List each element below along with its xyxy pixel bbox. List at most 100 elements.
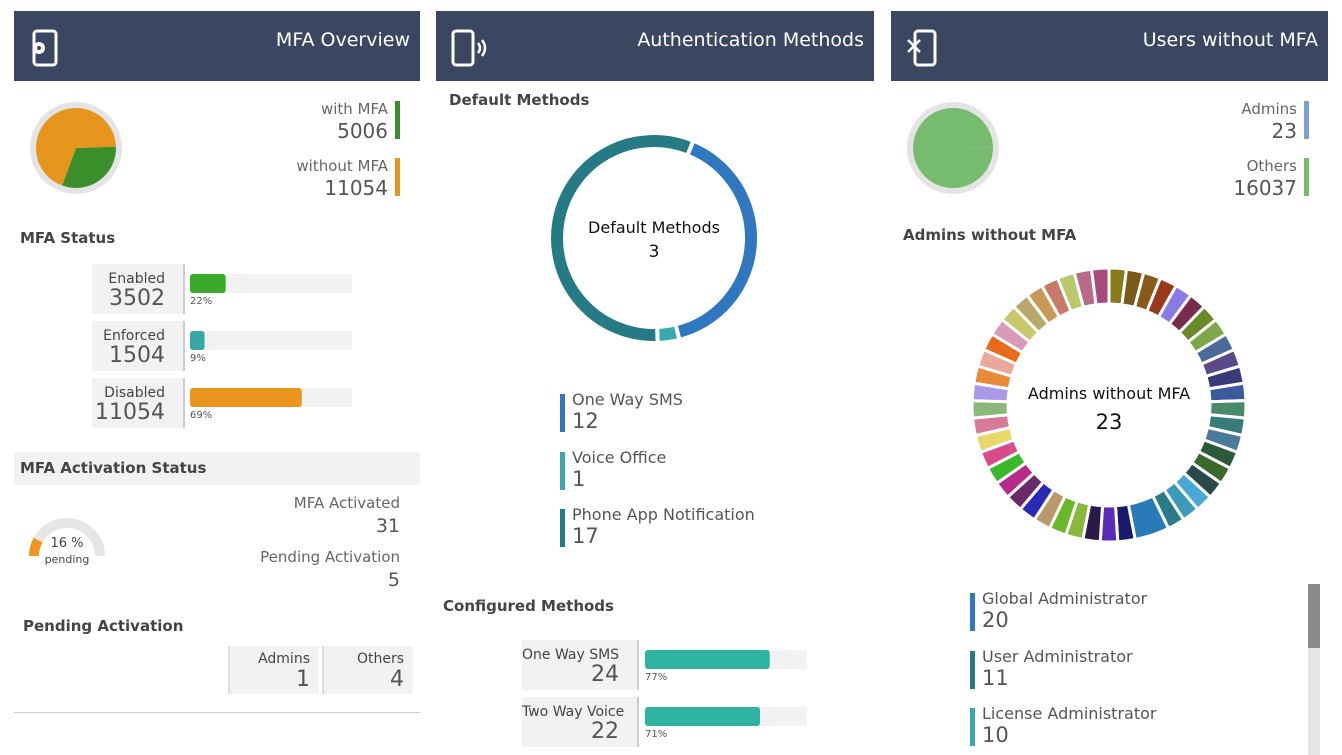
bar <box>190 331 205 350</box>
legend-swatch <box>560 394 565 432</box>
section-title: MFA Status <box>20 229 116 247</box>
slice <box>970 399 1011 420</box>
legend-swatch <box>395 158 400 196</box>
row-value: 22 <box>591 719 619 744</box>
bar-track <box>190 331 352 350</box>
gauge-label: 16 % <box>50 536 84 551</box>
slice <box>912 107 993 188</box>
scrollbar[interactable] <box>1308 584 1320 755</box>
slice <box>655 321 682 346</box>
row-box <box>92 378 185 428</box>
legend-value: 12 <box>572 409 599 433</box>
row-label: One Way SMS <box>522 647 620 663</box>
icon <box>907 29 937 67</box>
scroll-thumb[interactable] <box>1308 584 1320 648</box>
icon <box>451 29 487 67</box>
pending-box <box>322 646 413 694</box>
slice <box>953 146 993 148</box>
gauge-track <box>29 518 105 556</box>
legend-label: License Administrator <box>982 704 1157 723</box>
donut-center-label: Default Methods <box>588 218 720 237</box>
legend-value: 5006 <box>337 119 388 143</box>
legend-swatch <box>970 708 975 746</box>
panel-header: MFA Overview <box>14 11 420 81</box>
section-title: Admins without MFA <box>903 226 1077 244</box>
donut-center-label: Admins without MFA <box>1027 384 1191 403</box>
row-value: 24 <box>591 662 619 687</box>
row-box <box>92 321 185 371</box>
bar <box>645 650 770 669</box>
bar-percent: 69% <box>190 410 213 421</box>
legend-value: 11054 <box>324 176 388 200</box>
bar-percent: 22% <box>190 296 213 307</box>
legend-swatch <box>560 451 565 490</box>
panel-title: Authentication Methods <box>637 29 864 51</box>
row-label: Enabled <box>108 271 165 287</box>
row-value: 3502 <box>109 286 165 311</box>
slice <box>1089 266 1111 307</box>
pending-value: 1 <box>296 667 310 692</box>
legend-value: 16037 <box>1233 176 1297 200</box>
legend-swatch <box>970 650 975 689</box>
legend-label: without MFA <box>296 157 388 175</box>
section-band: MFA Activation Status <box>14 452 420 485</box>
slice <box>36 108 116 186</box>
divider <box>14 712 420 713</box>
legend-swatch <box>970 593 975 631</box>
activation-value: 31 <box>375 515 400 537</box>
row-value: 1504 <box>109 343 165 368</box>
section-title: Configured Methods <box>443 597 614 615</box>
section-title: Pending Activation <box>23 617 184 635</box>
legend-label: with MFA <box>320 100 388 118</box>
activation-label: Pending Activation <box>260 548 400 566</box>
gauge-caption: pending <box>44 553 90 566</box>
legend-value: 10 <box>982 723 1009 747</box>
legend-label: Global Administrator <box>982 589 1148 608</box>
slice <box>673 138 761 343</box>
legend-label: One Way SMS <box>572 390 683 409</box>
section-title: MFA Activation Status <box>20 459 207 477</box>
legend-value: 23 <box>1271 119 1297 143</box>
donut-center-value: 3 <box>648 242 660 262</box>
bar <box>190 274 226 293</box>
legend-label: Others <box>1246 157 1297 175</box>
pending-label: Admins <box>258 651 310 667</box>
legend-value: 11 <box>982 665 1009 690</box>
icon <box>32 29 58 67</box>
section-title: Default Methods <box>449 91 590 109</box>
panel-header: Users without MFA <box>891 11 1328 81</box>
row-value: 11054 <box>95 400 165 425</box>
panel-title: MFA Overview <box>275 29 410 51</box>
legend-swatch <box>560 509 565 547</box>
activation-value: 5 <box>387 569 400 591</box>
pending-label: Others <box>356 651 404 667</box>
row-label: Enforced <box>103 328 165 344</box>
row-box <box>522 640 639 690</box>
donut-center-value: 23 <box>1095 410 1123 434</box>
slice <box>547 131 696 345</box>
bar <box>190 388 302 407</box>
row-label: Two Way Voice <box>522 704 625 720</box>
pending-box <box>228 646 319 694</box>
legend-value: 1 <box>572 466 586 491</box>
bar-percent: 9% <box>190 353 206 364</box>
bar-track <box>190 274 352 293</box>
panel-title: Users without MFA <box>1142 29 1318 51</box>
bar-percent: 71% <box>645 729 668 740</box>
legend-value: 20 <box>982 608 1009 632</box>
slice <box>62 146 116 189</box>
legend-swatch <box>395 101 400 139</box>
legend-swatch <box>1304 101 1309 139</box>
gauge-fill <box>29 537 43 556</box>
bar <box>645 707 761 726</box>
bar-percent: 77% <box>645 672 668 683</box>
row-box <box>92 264 185 314</box>
legend-label: User Administrator <box>982 646 1133 666</box>
row-box <box>522 697 639 747</box>
panel-header: Authentication Methods <box>436 11 874 81</box>
row-label: Disabled <box>104 385 165 401</box>
pending-value: 4 <box>390 667 404 692</box>
activation-label: MFA Activated <box>293 494 400 512</box>
legend-swatch <box>1304 158 1309 196</box>
